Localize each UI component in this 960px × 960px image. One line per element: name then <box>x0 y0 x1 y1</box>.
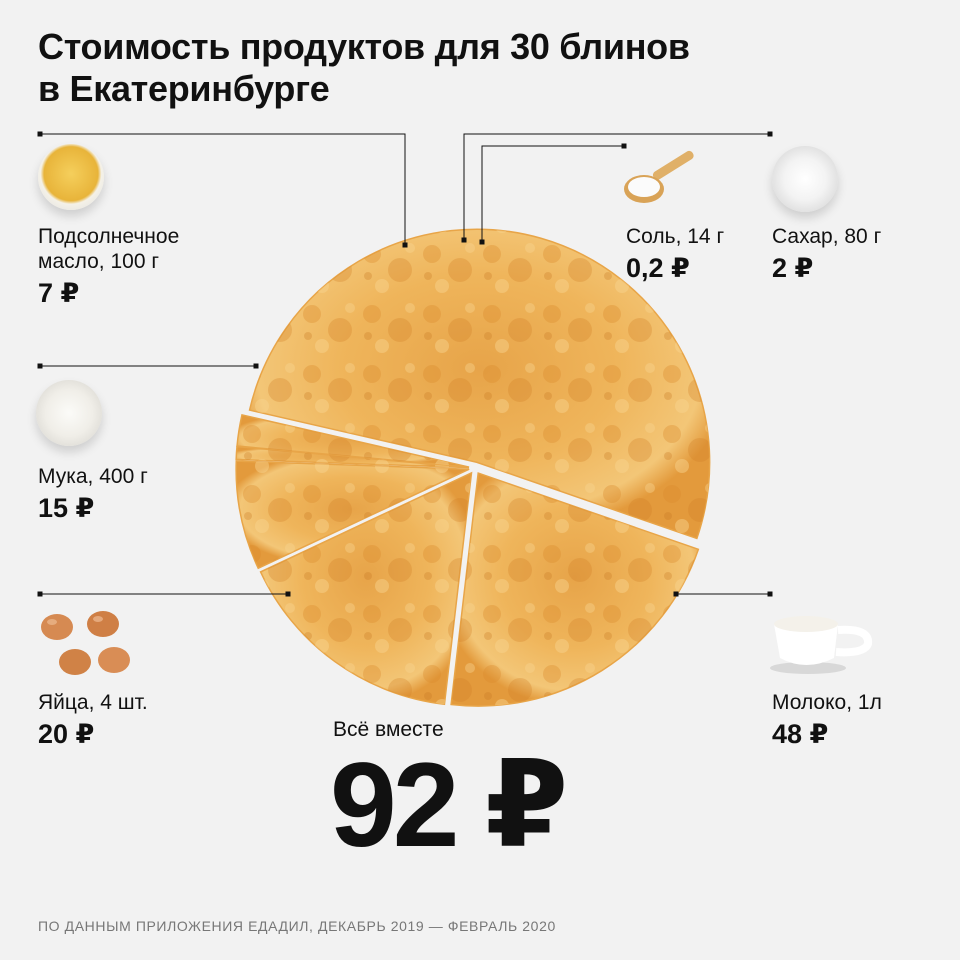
item-name: Яйца, 4 шт. <box>38 691 148 714</box>
total-label: Всё вместе <box>333 718 444 741</box>
flour-bowl-icon <box>36 380 102 446</box>
item-flour: Мука, 400 г 15 ₽ <box>38 464 148 525</box>
item-name: Подсолнечное <box>38 225 180 248</box>
leader-end-dot <box>767 591 773 597</box>
item-salt: Соль, 14 г 0,2 ₽ <box>626 224 724 285</box>
item-name: Сахар, 80 г <box>772 225 882 248</box>
item-name: Мука, 400 г <box>38 465 148 488</box>
item-price: 48 ₽ <box>772 719 829 749</box>
item-milk: Молоко, 1л 48 ₽ <box>772 690 882 751</box>
eggs-icon <box>41 611 130 675</box>
leader-anchor-dot <box>402 242 408 248</box>
total-value: 92 ₽ <box>330 738 568 872</box>
item-price: 7 ₽ <box>38 278 80 308</box>
source-note: ПО ДАННЫМ ПРИЛОЖЕНИЯ ЕДАДИЛ, ДЕКАБРЬ 201… <box>38 918 556 934</box>
item-name: Соль, 14 г <box>626 225 725 248</box>
slice-flour <box>259 471 473 706</box>
milk-jug-icon <box>770 616 873 674</box>
leader-end-dot <box>37 591 43 597</box>
item-eggs: Яйца, 4 шт. 20 ₽ <box>38 690 148 751</box>
sunflower-oil-icon <box>38 144 104 210</box>
leader-end-dot <box>37 131 43 137</box>
sugar-cubes-icon <box>772 146 838 212</box>
slice-sugar <box>236 414 470 468</box>
slice-oil <box>235 460 470 570</box>
title-line-2: в Екатеринбурге <box>38 68 330 109</box>
slice-milk <box>248 228 711 540</box>
leader-end-dot <box>37 363 43 369</box>
title-line-1: Стоимость продуктов для 30 блинов <box>38 26 690 67</box>
leader-anchor-dot <box>285 591 291 597</box>
item-price: 0,2 ₽ <box>626 253 690 283</box>
leader-anchor-dot <box>253 363 259 369</box>
salt-spoon-icon <box>624 150 694 203</box>
item-name: Молоко, 1л <box>772 691 882 714</box>
item-price: 15 ₽ <box>38 493 95 523</box>
leader-lines-group <box>37 131 773 597</box>
item-price: 20 ₽ <box>38 719 95 749</box>
slice-eggs <box>450 472 700 707</box>
leader-end-dot <box>621 143 627 149</box>
leader-anchor-dot <box>673 591 679 597</box>
pie-slices-group <box>235 228 711 707</box>
item-name: масло, 100 г <box>38 250 159 273</box>
leader-end-dot <box>767 131 773 137</box>
leader-anchor-dot <box>479 239 485 245</box>
page-title: Стоимость продуктов для 30 блинов в Екат… <box>38 26 690 110</box>
leader-line-oil <box>40 133 406 245</box>
item-price: 2 ₽ <box>772 253 814 283</box>
leader-anchor-dot <box>461 237 467 243</box>
leader-line-sugar <box>481 145 624 242</box>
item-sugar: Сахар, 80 г 2 ₽ <box>772 224 881 285</box>
leader-line-salt <box>463 133 770 240</box>
item-sunflower-oil: Подсолнечное масло, 100 г 7 ₽ <box>38 224 179 310</box>
